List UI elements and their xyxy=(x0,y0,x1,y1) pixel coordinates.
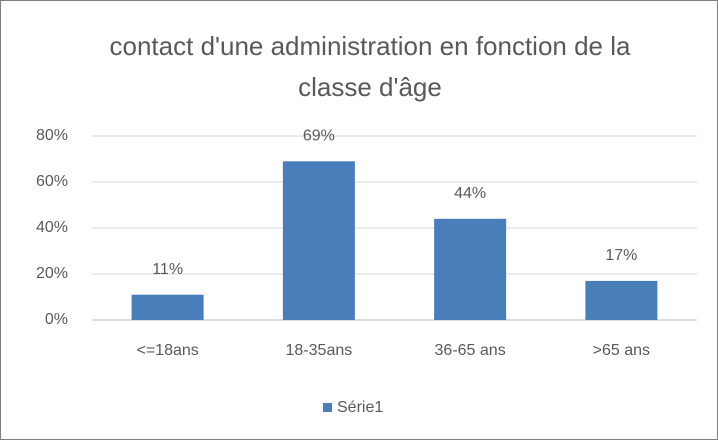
x-tick-label: <=18ans xyxy=(136,342,198,359)
chart-title: contact d'une administration en fonction… xyxy=(109,31,631,102)
y-tick-label: 80% xyxy=(36,127,68,144)
bar xyxy=(434,218,507,320)
y-tick-label: 0% xyxy=(45,311,68,328)
legend-label: Série1 xyxy=(337,399,383,416)
x-tick-label: 18-35ans xyxy=(286,342,353,359)
bar xyxy=(585,280,658,320)
data-label: 44% xyxy=(454,185,486,202)
bar xyxy=(282,161,355,320)
data-label: 69% xyxy=(303,128,335,145)
legend-swatch xyxy=(323,403,332,412)
x-tick-label: >65 ans xyxy=(593,342,650,359)
y-tick-label: 60% xyxy=(36,173,68,190)
bar xyxy=(131,294,204,320)
data-label: 17% xyxy=(605,247,637,264)
y-tick-label: 20% xyxy=(36,265,68,282)
data-label: 11% xyxy=(152,261,183,278)
y-tick-label: 40% xyxy=(36,219,68,236)
x-tick-label: 36-65 ans xyxy=(435,342,506,359)
